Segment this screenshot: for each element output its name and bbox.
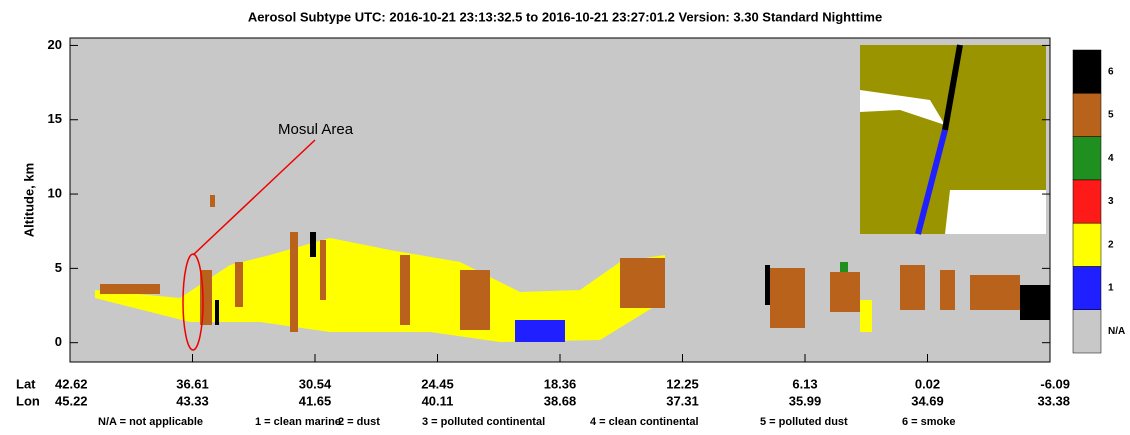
lon-tick-label: 38.68 — [544, 393, 577, 408]
lon-tick-label: 45.22 — [55, 393, 88, 408]
y-tick-label: 15 — [48, 111, 62, 126]
colorbar-swatch — [1073, 180, 1101, 223]
lat-tick-label: 6.13 — [792, 376, 817, 391]
lon-tick-label: 35.99 — [789, 393, 822, 408]
legend-item: 4 = clean continental — [590, 416, 699, 428]
legend-item: 1 = clean marine — [255, 416, 341, 428]
lon-tick-label: 41.65 — [299, 393, 332, 408]
lon-tick-label: 43.33 — [176, 393, 209, 408]
colorbar-swatch — [1073, 50, 1101, 93]
y-tick-label: 5 — [55, 260, 62, 275]
annotation: Mosul Area — [278, 121, 354, 138]
colorbar-label: 5 — [1108, 110, 1114, 121]
chart-title: Aerosol Subtype UTC: 2016-10-21 23:13:32… — [248, 9, 882, 24]
map-inset — [860, 45, 1046, 234]
colorbar-label: 4 — [1108, 153, 1114, 164]
colorbar-label: N/A — [1108, 326, 1125, 337]
clean-marine-region — [515, 320, 565, 342]
lat-tick-label: 36.61 — [176, 376, 209, 391]
y-axis-label: Altitude, km — [21, 163, 36, 237]
colorbar-swatch — [1073, 310, 1101, 353]
colorbar-label: 6 — [1108, 66, 1114, 77]
colorbar-swatch — [1073, 137, 1101, 180]
colorbar-label: 3 — [1108, 196, 1114, 207]
lon-tick-label: 34.69 — [911, 393, 944, 408]
lat-tick-label: -6.09 — [1040, 376, 1070, 391]
lat-tick-label: 24.45 — [421, 376, 454, 391]
y-tick-label: 0 — [55, 334, 62, 349]
clean-continental-region — [840, 262, 848, 272]
lon-tick-label: 37.31 — [666, 393, 699, 408]
legend-item: 6 = smoke — [902, 416, 956, 428]
lat-tick-label: 30.54 — [299, 376, 332, 391]
legend-item: 2 = dust — [338, 416, 380, 428]
legend-item: N/A = not applicable — [98, 416, 203, 428]
colorbar-label: 1 — [1108, 283, 1114, 294]
legend-item: 3 = polluted continental — [422, 416, 545, 428]
colorbar-swatch — [1073, 223, 1101, 266]
colorbar-swatch — [1073, 93, 1101, 136]
lon-tick-label: 40.11 — [422, 393, 454, 408]
map-water — [945, 190, 1046, 234]
colorbar-label: 2 — [1108, 239, 1114, 250]
lon-label: Lon — [16, 393, 40, 408]
lat-label: Lat — [16, 376, 36, 391]
y-tick-label: 10 — [48, 185, 62, 200]
y-tick-label: 20 — [48, 37, 62, 52]
lat-tick-label: 12.25 — [666, 376, 699, 391]
chart: Aerosol Subtype UTC: 2016-10-21 23:13:32… — [0, 0, 1130, 430]
lat-tick-label: 18.36 — [544, 376, 577, 391]
colorbar-swatch — [1073, 266, 1101, 309]
lat-tick-label: 0.02 — [915, 376, 940, 391]
lon-tick-label: 33.38 — [1037, 393, 1070, 408]
lat-tick-label: 42.62 — [55, 376, 88, 391]
dust-region-right — [860, 300, 872, 332]
legend-item: 5 = polluted dust — [760, 416, 848, 428]
